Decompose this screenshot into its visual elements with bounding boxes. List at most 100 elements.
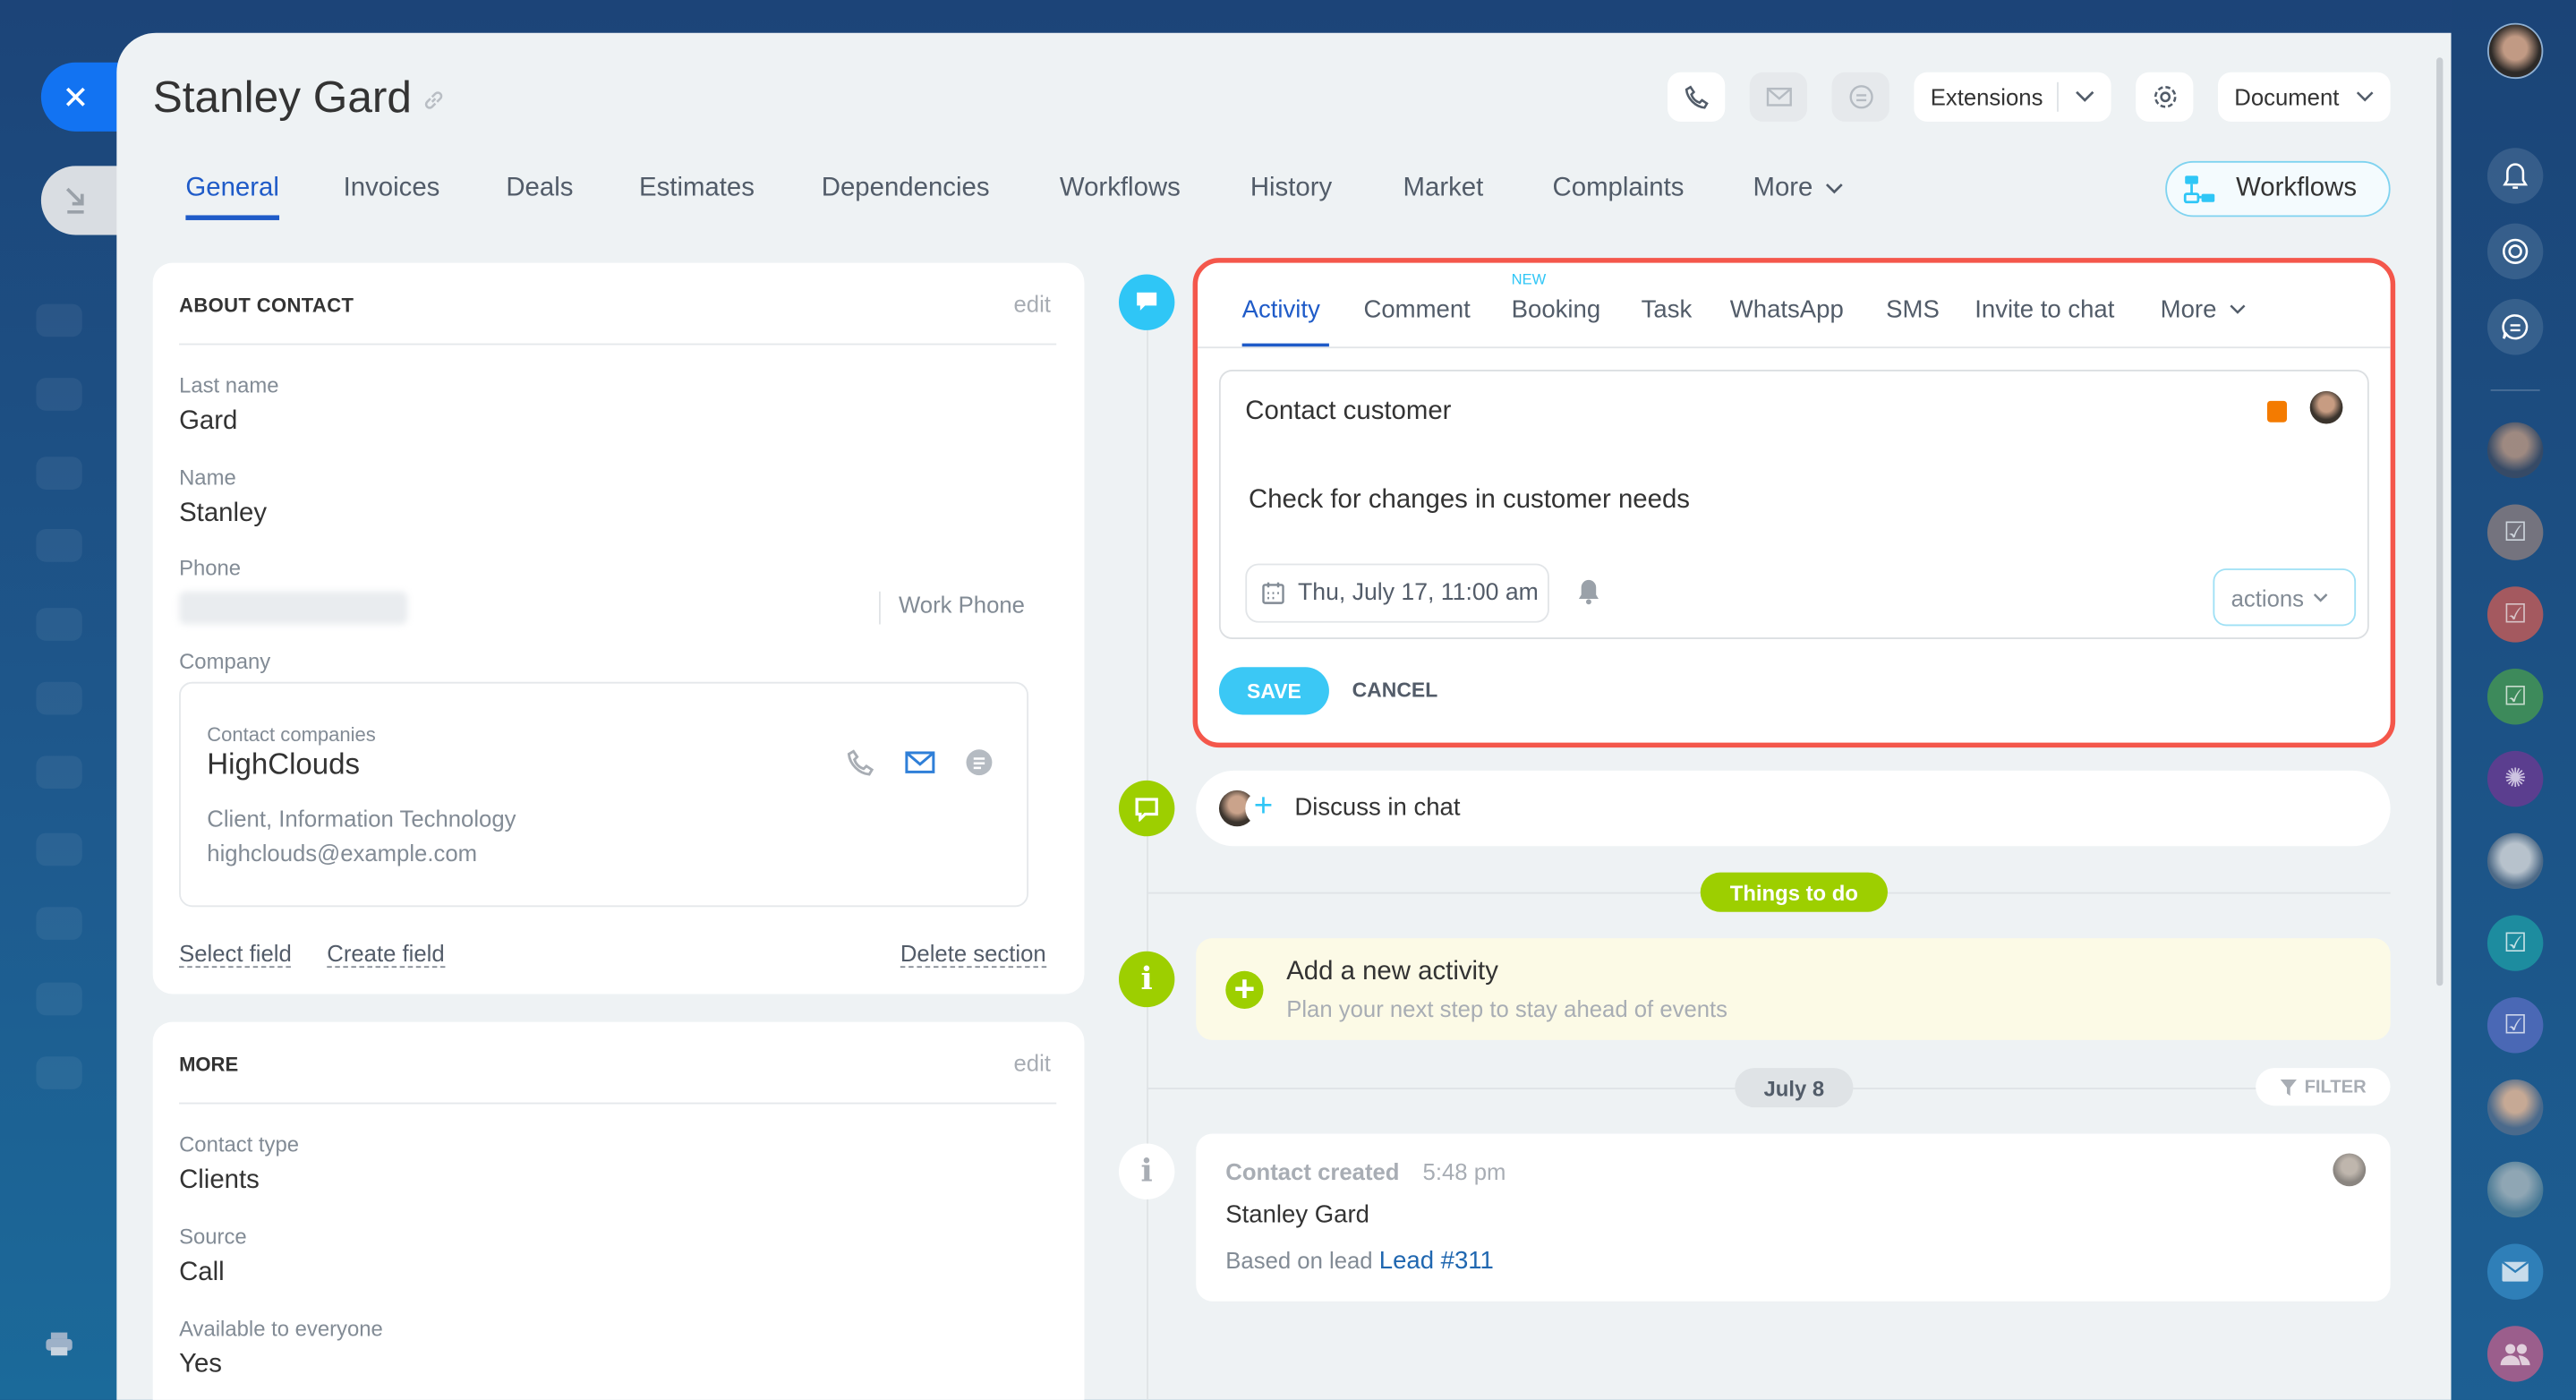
settings-button[interactable] bbox=[2136, 72, 2194, 122]
field-label: Available to everyone bbox=[179, 1316, 383, 1341]
extensions-dropdown[interactable]: Extensions bbox=[1914, 72, 2111, 122]
active-tab-underline bbox=[1241, 343, 1329, 347]
printer-icon[interactable] bbox=[45, 1331, 74, 1357]
delete-section-link[interactable]: Delete section bbox=[900, 939, 1046, 969]
tab-general[interactable]: General bbox=[185, 174, 279, 202]
tab-dependencies[interactable]: Dependencies bbox=[821, 174, 990, 202]
sidebar-icon[interactable] bbox=[36, 832, 82, 866]
sidebar-icon[interactable] bbox=[36, 378, 82, 411]
priority-flag[interactable] bbox=[2266, 400, 2288, 423]
field-value[interactable]: Yes bbox=[179, 1350, 222, 1379]
phone-value-blurred[interactable] bbox=[179, 591, 408, 625]
editor-tab-invite-to-chat[interactable]: Invite to chat bbox=[1975, 295, 2115, 324]
chat-icon[interactable] bbox=[964, 747, 994, 777]
editor-tab-booking[interactable]: Booking bbox=[1511, 295, 1601, 324]
sidebar-icon[interactable] bbox=[36, 907, 82, 940]
bell-icon[interactable] bbox=[1577, 578, 1600, 605]
sidebar-icon[interactable] bbox=[36, 982, 82, 1016]
edit-link[interactable]: edit bbox=[1013, 1049, 1051, 1077]
phone-icon[interactable] bbox=[846, 747, 875, 777]
active-tab-underline bbox=[185, 215, 280, 220]
tab-deals[interactable]: Deals bbox=[506, 174, 574, 202]
filter-button[interactable]: FILTER bbox=[2256, 1068, 2391, 1106]
tab-more[interactable]: More bbox=[1753, 175, 1844, 204]
sidebar-icon[interactable] bbox=[36, 608, 82, 641]
company-email[interactable]: highclouds@example.com bbox=[207, 839, 478, 866]
chat-button[interactable] bbox=[1831, 72, 1889, 122]
chats-button[interactable] bbox=[2486, 299, 2544, 355]
field-value[interactable]: Call bbox=[179, 1258, 225, 1287]
sidebar-icon[interactable] bbox=[36, 755, 82, 790]
company-caption: Contact companies bbox=[207, 722, 376, 747]
email-button[interactable] bbox=[1749, 72, 1808, 122]
chevron-down-icon bbox=[1826, 184, 1844, 194]
workflows-button[interactable]: Workflows bbox=[2165, 160, 2391, 218]
editor-tab-task[interactable]: Task bbox=[1641, 295, 1693, 324]
mail-icon bbox=[1765, 87, 1791, 107]
cancel-button[interactable]: CANCEL bbox=[1352, 679, 1438, 702]
ai-assistant-icon[interactable]: ✺ bbox=[2486, 750, 2544, 807]
lead-link[interactable]: Lead #311 bbox=[1378, 1247, 1494, 1276]
sidebar-icon[interactable] bbox=[36, 457, 82, 490]
tab-workflows[interactable]: Workflows bbox=[1059, 174, 1181, 202]
close-button[interactable] bbox=[40, 62, 124, 132]
recent-chat-avatar[interactable] bbox=[2486, 1161, 2544, 1218]
edit-link[interactable]: edit bbox=[1013, 290, 1051, 318]
add-participant-icon[interactable]: + bbox=[1245, 790, 1282, 827]
sidebar-icon[interactable] bbox=[36, 1056, 82, 1089]
field-value[interactable]: Gard bbox=[179, 407, 238, 436]
activity-description-input[interactable]: Check for changes in customer needs bbox=[1248, 486, 1690, 515]
tab-invoices[interactable]: Invoices bbox=[343, 174, 440, 202]
scrollbar[interactable] bbox=[2436, 57, 2444, 986]
task-chat-icon[interactable]: ☑ bbox=[2486, 915, 2544, 971]
copy-link-icon[interactable] bbox=[422, 89, 446, 112]
sidebar-icon[interactable] bbox=[36, 681, 82, 715]
editor-tab-activity[interactable]: Activity bbox=[1241, 295, 1320, 324]
recent-chat-avatar[interactable] bbox=[2486, 832, 2544, 890]
task-chat-icon[interactable]: ☑ bbox=[2486, 504, 2544, 560]
editor-tab-more[interactable]: More bbox=[2161, 295, 2247, 324]
company-name[interactable]: HighClouds bbox=[207, 747, 361, 781]
add-activity-card[interactable]: + Add a new activity Plan your next step… bbox=[1196, 938, 2391, 1040]
info-icon: i bbox=[1118, 1143, 1175, 1199]
editor-tab-whatsapp[interactable]: WhatsApp bbox=[1729, 295, 1844, 324]
task-chat-icon[interactable]: ☑ bbox=[2486, 997, 2544, 1054]
tab-estimates[interactable]: Estimates bbox=[639, 174, 755, 202]
profile-avatar[interactable] bbox=[2486, 22, 2544, 80]
save-button[interactable]: SAVE bbox=[1218, 667, 1329, 715]
minimize-button[interactable] bbox=[40, 166, 124, 235]
mail-icon[interactable] bbox=[904, 751, 937, 774]
add-icon[interactable]: + bbox=[1225, 970, 1264, 1009]
activity-title-input[interactable]: Contact customer bbox=[1245, 397, 1452, 426]
actions-dropdown[interactable]: actions bbox=[2213, 568, 2357, 627]
task-chat-icon[interactable]: ☑ bbox=[2486, 586, 2544, 643]
call-button[interactable] bbox=[1668, 72, 1726, 122]
tab-history[interactable]: History bbox=[1250, 174, 1333, 202]
recent-chat-avatar[interactable] bbox=[2486, 422, 2544, 479]
add-activity-subtitle: Plan your next step to stay ahead of eve… bbox=[1286, 995, 1728, 1022]
tab-market[interactable]: Market bbox=[1403, 174, 1484, 202]
sidebar-icon[interactable] bbox=[36, 303, 82, 337]
field-label: Phone bbox=[179, 555, 242, 580]
responsible-avatar[interactable] bbox=[2309, 390, 2343, 424]
field-value[interactable]: Clients bbox=[179, 1166, 260, 1195]
phone-icon bbox=[1684, 85, 1708, 109]
create-field-link[interactable]: Create field bbox=[327, 939, 445, 969]
discuss-label: Discuss in chat bbox=[1294, 793, 1461, 822]
copilot-button[interactable] bbox=[2486, 223, 2544, 280]
discuss-in-chat-card[interactable]: + Discuss in chat bbox=[1196, 770, 2391, 847]
field-value[interactable]: Stanley bbox=[179, 499, 268, 528]
deadline-picker[interactable]: Thu, July 17, 11:00 am bbox=[1245, 563, 1549, 623]
document-dropdown[interactable]: Document bbox=[2217, 72, 2391, 122]
sidebar-icon[interactable] bbox=[36, 529, 82, 562]
select-field-link[interactable]: Select field bbox=[179, 939, 292, 969]
mail-button[interactable] bbox=[2486, 1243, 2544, 1300]
editor-tab-comment[interactable]: Comment bbox=[1363, 295, 1471, 324]
group-chat-avatar[interactable] bbox=[2486, 1079, 2544, 1136]
author-avatar[interactable] bbox=[2333, 1153, 2367, 1187]
tab-complaints[interactable]: Complaints bbox=[1552, 174, 1685, 202]
notifications-button[interactable] bbox=[2486, 148, 2544, 204]
editor-tab-sms[interactable]: SMS bbox=[1886, 295, 1940, 324]
task-chat-icon[interactable]: ☑ bbox=[2486, 669, 2544, 725]
employees-button[interactable] bbox=[2486, 1326, 2544, 1382]
